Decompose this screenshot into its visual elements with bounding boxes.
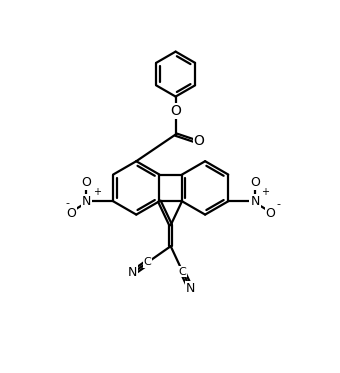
Text: +: +	[92, 187, 101, 197]
Text: N: N	[186, 282, 195, 295]
Text: O: O	[82, 176, 91, 189]
Text: -: -	[66, 198, 70, 208]
Text: N: N	[82, 195, 91, 208]
Text: C: C	[179, 267, 186, 277]
Text: O: O	[193, 134, 204, 148]
Text: C: C	[144, 257, 152, 267]
Text: +: +	[260, 187, 269, 197]
Text: N: N	[250, 195, 260, 208]
Text: O: O	[170, 104, 181, 117]
Text: O: O	[266, 207, 275, 220]
Text: O: O	[250, 176, 260, 189]
Text: N: N	[128, 266, 137, 279]
Text: -: -	[276, 199, 280, 209]
Text: O: O	[66, 207, 76, 220]
